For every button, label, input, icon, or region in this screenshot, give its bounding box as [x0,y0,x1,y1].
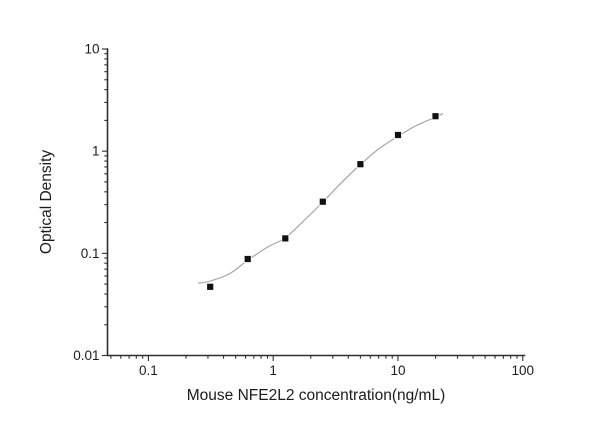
x-tick-label: 10 [390,363,405,378]
y-tick-label: 0.1 [81,246,100,261]
y-tick-label: 0.01 [73,348,99,363]
x-axis-title: Mouse NFE2L2 concentration(ng/mL) [187,387,445,404]
data-point-marker [356,160,365,169]
x-tick-label: 100 [511,363,534,378]
axis-spines [106,48,526,357]
x-tick-label: 0.1 [139,363,158,378]
y-axis-title: Optical Density [38,150,55,254]
markers-layer [206,112,440,291]
data-point-marker [206,282,215,291]
data-point-marker [431,112,440,121]
data-point-marker [318,197,327,206]
data-point-marker [281,234,290,243]
data-point-marker [394,131,402,139]
y-tick-label: 10 [84,42,99,57]
x-tick-label: 1 [269,363,277,378]
axes-layer: 0.1 1 10 100 0.01 0.1 1 10 [73,42,534,379]
y-tick-label: 1 [92,144,100,159]
data-point-marker [243,255,252,263]
